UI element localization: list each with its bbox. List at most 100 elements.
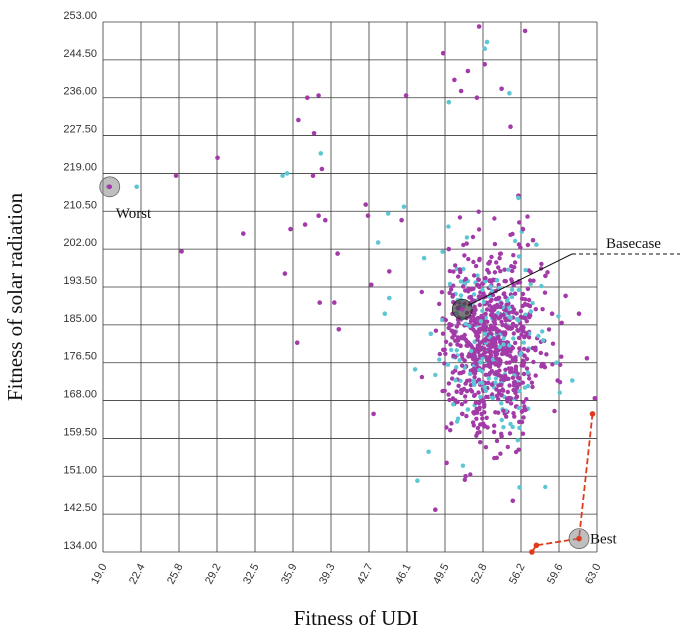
data-point [510, 358, 515, 363]
data-point [482, 424, 488, 429]
data-point [519, 363, 525, 368]
data-point [521, 415, 526, 420]
data-point [501, 408, 506, 413]
cyan-point [428, 331, 434, 337]
y-axis-title: Fitness of solar radiation [3, 192, 27, 401]
data-point [499, 319, 504, 324]
data-point [483, 311, 488, 317]
data-point [501, 336, 506, 341]
purple-point [403, 93, 409, 98]
data-point [502, 278, 507, 284]
purple-point [371, 411, 376, 417]
data-point [487, 371, 493, 376]
data-point [550, 362, 555, 367]
purple-point [469, 286, 474, 292]
data-point [492, 216, 497, 221]
cyan-point [415, 478, 420, 484]
data-point [493, 380, 498, 386]
data-point [511, 411, 516, 416]
data-point [488, 349, 494, 354]
data-point [455, 342, 460, 347]
data-points [106, 24, 598, 512]
data-point [474, 321, 479, 326]
data-point [521, 400, 526, 405]
data-point [490, 392, 495, 397]
data-point [497, 256, 502, 261]
data-point [477, 367, 482, 373]
data-point [471, 259, 476, 265]
cyan-point [516, 195, 521, 201]
data-point [468, 382, 474, 388]
data-point [437, 301, 442, 307]
x-tick-label: 52.8 [469, 562, 490, 587]
data-point [444, 425, 449, 430]
purple-point [476, 24, 482, 29]
data-point [545, 270, 550, 275]
x-tick-label: 25.8 [165, 562, 186, 587]
data-point [488, 284, 493, 289]
purple-point [440, 50, 446, 56]
data-point [500, 387, 505, 392]
cyan-point [134, 184, 139, 190]
data-point [539, 261, 544, 267]
data-point [448, 428, 453, 433]
data-point [433, 328, 439, 333]
data-point [525, 348, 531, 353]
data-point [542, 365, 548, 370]
cyan-point [284, 171, 290, 176]
data-point [525, 214, 530, 219]
data-point [490, 395, 496, 401]
cyan-point [426, 449, 431, 455]
data-point [512, 414, 517, 419]
data-point [477, 405, 482, 410]
data-point [454, 348, 459, 353]
grid [102, 21, 598, 553]
data-point [546, 327, 552, 332]
data-point [449, 421, 454, 426]
data-point [508, 315, 513, 320]
data-point [476, 277, 482, 282]
data-point [475, 282, 480, 288]
data-point [512, 260, 518, 265]
data-point [480, 315, 485, 320]
data-point [467, 371, 473, 377]
data-point [504, 360, 509, 365]
purple-point [316, 93, 321, 98]
data-point [462, 253, 467, 258]
data-point [508, 401, 514, 406]
data-point [522, 334, 527, 340]
cyan-point [554, 360, 559, 366]
data-point [531, 278, 536, 283]
data-point [437, 351, 442, 357]
y-tick-label: 236.00 [63, 86, 97, 98]
best-label: Best [590, 532, 618, 548]
purple-point [179, 249, 184, 254]
basecase-point [459, 306, 465, 312]
data-point [523, 312, 528, 317]
data-point [453, 378, 458, 383]
purple-point [387, 269, 392, 274]
cyan-point [484, 39, 490, 45]
data-point [462, 358, 467, 363]
data-point [497, 251, 503, 256]
data-point [525, 286, 531, 292]
data-point [515, 328, 520, 333]
data-point [464, 241, 469, 246]
data-point [450, 292, 456, 298]
cyan-point [482, 384, 488, 390]
data-point [540, 307, 545, 312]
data-point [511, 387, 516, 393]
data-point [510, 424, 515, 430]
data-point [476, 227, 482, 232]
data-point [451, 353, 456, 358]
purple-point [323, 217, 328, 223]
data-point [531, 359, 536, 365]
data-point [505, 324, 511, 330]
data-point [519, 419, 525, 425]
data-point [463, 321, 468, 326]
data-point [499, 401, 504, 406]
data-point [513, 368, 518, 373]
data-point [559, 354, 564, 359]
data-point [492, 423, 497, 428]
data-point [483, 338, 488, 343]
